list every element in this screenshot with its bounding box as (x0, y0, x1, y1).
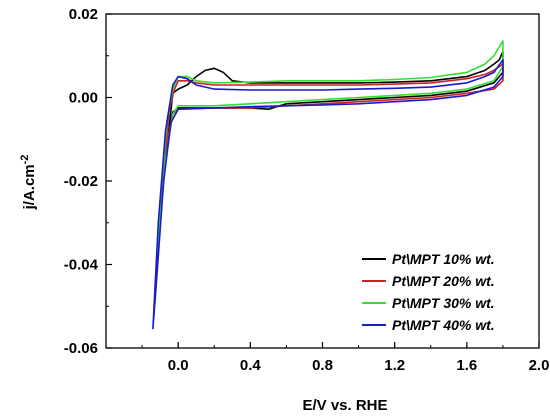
x-tick-label: 1.2 (384, 357, 405, 374)
y-tick-label: 0.02 (69, 6, 98, 23)
y-axis-title: j/A.cm-2 (19, 155, 38, 211)
x-tick-label: 0.0 (168, 357, 189, 374)
x-tick-label: 2.0 (529, 357, 550, 374)
series-line-3 (153, 40, 504, 307)
series-line-2 (155, 63, 504, 265)
y-axis-title-superscript: -2 (19, 155, 31, 165)
legend-label-2: Pt\MPT 20% wt. (392, 273, 495, 289)
x-axis-title: E/V vs. RHE (302, 397, 387, 414)
y-tick-label: 0.00 (69, 90, 98, 107)
y-tick-label: -0.02 (64, 173, 98, 190)
legend-label-3: Pt\MPT 30% wt. (392, 295, 495, 311)
x-tick-label: 1.6 (456, 357, 477, 374)
series-line-4 (152, 59, 504, 330)
y-tick-label: -0.06 (64, 340, 98, 357)
y-axis-title-main: j/A.cm (21, 164, 38, 210)
x-tick-label: 0.4 (240, 357, 262, 374)
x-tick-label: 0.8 (312, 357, 333, 374)
y-tick-label: -0.04 (64, 257, 99, 274)
legend-label-1: Pt\MPT 10% wt. (392, 251, 495, 267)
legend-label-4: Pt\MPT 40% wt. (392, 317, 495, 333)
